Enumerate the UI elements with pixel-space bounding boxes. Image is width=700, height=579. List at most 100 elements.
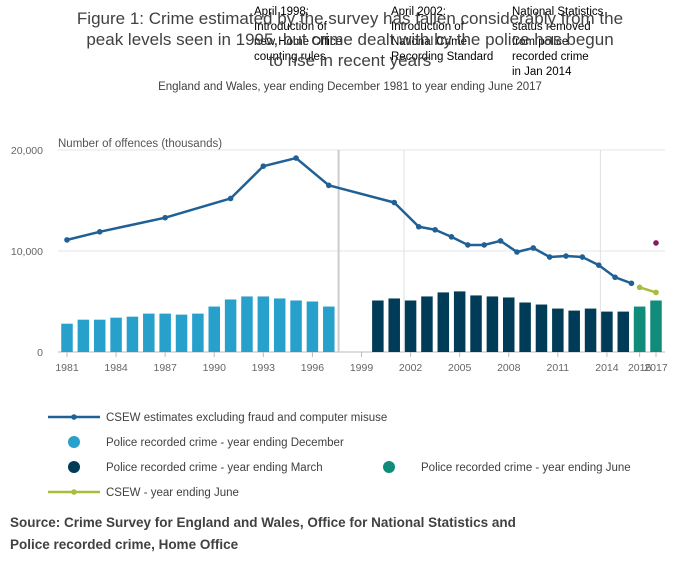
data-point xyxy=(636,284,643,291)
x-tick-label: 2008 xyxy=(497,362,521,374)
bar-december-1989 xyxy=(192,313,204,352)
data-point xyxy=(415,223,422,230)
x-tick-label: 1987 xyxy=(153,362,177,374)
data-point xyxy=(391,199,398,206)
legend-csew-june-swatch-point xyxy=(71,489,77,495)
bar-march-2013 xyxy=(584,308,597,352)
bar-december-1995 xyxy=(290,300,302,352)
data-point xyxy=(514,249,520,255)
bar-march-2007 xyxy=(486,296,499,352)
bar-december-1990 xyxy=(208,306,220,352)
annotation-text: April 2002: xyxy=(391,6,446,18)
legend-police-march-label: Police recorded crime - year ending Marc… xyxy=(106,462,323,474)
data-point xyxy=(96,229,103,235)
annotation-text: Introduction of xyxy=(254,21,328,33)
bar-march-2015 xyxy=(617,311,630,352)
legend-police-december-swatch xyxy=(68,436,80,448)
data-point xyxy=(628,280,635,287)
bar-march-2002 xyxy=(404,300,417,352)
annotation-text: in Jan 2014 xyxy=(512,66,572,78)
bar-december-1992 xyxy=(241,296,253,352)
chart-title: Figure 1: Crime estimated by the survey … xyxy=(77,9,623,28)
y-tick-label: 10,000 xyxy=(11,246,43,258)
annotation-text: Recording Standard xyxy=(391,51,493,63)
bar-march-2014 xyxy=(601,311,613,352)
bar-december-1986 xyxy=(143,313,155,352)
bar-march-2009 xyxy=(519,302,531,352)
bar-june-2016 xyxy=(633,306,646,352)
annotation-text: recorded crime xyxy=(512,51,589,63)
data-point xyxy=(432,226,438,233)
bar-march-2006 xyxy=(470,295,482,352)
bar-december-1993 xyxy=(257,296,270,352)
x-tick-label: 1996 xyxy=(301,362,325,374)
annotation-text: National Crime xyxy=(391,36,467,48)
legend-police-june-label: Police recorded crime - year ending June xyxy=(421,462,631,474)
legend-csew-june-label: CSEW - year ending June xyxy=(106,487,239,499)
annotation-text: counting rules xyxy=(254,51,326,63)
bar-december-1988 xyxy=(175,314,188,352)
data-point xyxy=(293,155,299,161)
data-point xyxy=(612,274,618,281)
data-point xyxy=(481,242,488,248)
data-point xyxy=(162,214,168,221)
annotation-text: April 1998: xyxy=(254,6,309,18)
data-point xyxy=(579,254,586,260)
bar-march-2003 xyxy=(421,296,433,352)
bar-december-1984 xyxy=(110,317,122,352)
x-tick-label: 1984 xyxy=(104,362,128,374)
annotation-text: Introduction of xyxy=(391,21,465,33)
bar-march-2010 xyxy=(535,304,548,352)
annotation-text: new Home Office xyxy=(254,36,342,48)
bar-december-1981 xyxy=(61,323,73,352)
x-tick-label: 1981 xyxy=(55,362,79,374)
legend-police-december-label: Police recorded crime - year ending Dece… xyxy=(106,437,344,449)
data-point xyxy=(465,242,471,248)
bar-march-2008 xyxy=(503,297,515,352)
annotation-text: status removed xyxy=(512,21,591,33)
data-point xyxy=(260,163,267,169)
bar-march-2004 xyxy=(437,292,450,352)
data-point xyxy=(64,237,70,243)
data-point xyxy=(497,238,504,244)
data-point xyxy=(546,254,553,260)
source-note: Source: Crime Survey for England and Wal… xyxy=(10,515,516,530)
chart-title: peak levels seen in 1995, but crime deal… xyxy=(86,30,613,49)
x-tick-label: 1990 xyxy=(203,362,227,374)
data-point-scatter xyxy=(653,240,659,246)
data-point xyxy=(325,182,332,189)
source-note: Police recorded crime, Home Office xyxy=(10,537,239,552)
x-tick-label: 2011 xyxy=(547,362,570,374)
x-tick-label: 2014 xyxy=(595,362,619,374)
bar-december-1985 xyxy=(126,316,139,352)
bar-march-2011 xyxy=(552,308,564,352)
bar-december-1983 xyxy=(93,319,106,352)
chart-title: to rise in recent years xyxy=(269,51,432,70)
y-axis-title: Number of offences (thousands) xyxy=(58,138,222,150)
y-tick-label: 20,000 xyxy=(11,145,43,157)
bar-march-2012 xyxy=(568,310,580,352)
bar-december-1997 xyxy=(323,306,335,352)
chart-subtitle: England and Wales, year ending December … xyxy=(158,81,542,93)
legend-csew-label: CSEW estimates excluding fraud and compu… xyxy=(106,412,387,424)
x-tick-label: 2017 xyxy=(644,362,668,374)
series-line-csew xyxy=(66,156,632,285)
x-tick-label: 2005 xyxy=(448,362,472,374)
legend-police-june-swatch xyxy=(383,461,395,473)
x-tick-label: 1993 xyxy=(252,362,276,374)
series-line-csew-june xyxy=(639,286,657,294)
data-point xyxy=(530,245,537,251)
bar-december-1994 xyxy=(273,298,286,352)
y-tick-label: 0 xyxy=(37,347,43,359)
bar-march-2005 xyxy=(453,291,466,352)
data-point xyxy=(653,289,659,296)
x-tick-label: 2002 xyxy=(399,362,423,374)
data-point xyxy=(448,234,455,240)
bar-march-2001 xyxy=(388,298,400,352)
annotation-text: National Statistics xyxy=(512,6,604,18)
x-tick-label: 2016 xyxy=(628,362,652,374)
x-tick-label: 1999 xyxy=(350,362,374,374)
bar-december-1991 xyxy=(224,299,237,352)
